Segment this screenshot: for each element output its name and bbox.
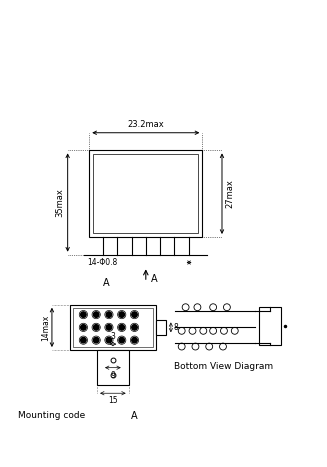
Text: 14max: 14max [41, 314, 50, 340]
Text: Bottom View Diagram: Bottom View Diagram [174, 362, 273, 371]
Text: 35max: 35max [56, 188, 65, 217]
Bar [70, 305, 156, 350]
Text: 8: 8 [174, 323, 179, 332]
Circle shape [119, 325, 125, 330]
Circle shape [81, 312, 86, 318]
Text: Mounting code: Mounting code [18, 411, 85, 420]
Circle shape [132, 325, 137, 330]
Circle shape [94, 325, 99, 330]
Bar [89, 150, 202, 237]
Circle shape [119, 312, 125, 318]
Text: 23.2max: 23.2max [128, 120, 164, 129]
Circle shape [106, 337, 112, 343]
Bar [259, 307, 281, 345]
Bar [93, 155, 198, 233]
Circle shape [119, 337, 125, 343]
Text: 9: 9 [111, 371, 115, 380]
Text: A: A [103, 278, 109, 288]
Circle shape [132, 337, 137, 343]
Text: 27max: 27max [225, 179, 234, 208]
Circle shape [81, 337, 86, 343]
Text: A: A [130, 411, 137, 421]
Bar [97, 350, 129, 385]
Text: 14-Φ0.8: 14-Φ0.8 [87, 258, 118, 267]
Circle shape [94, 337, 99, 343]
Bar [73, 308, 153, 347]
Circle shape [132, 312, 137, 318]
Bar [156, 319, 166, 335]
Text: 3: 3 [111, 332, 115, 341]
Text: A: A [151, 274, 157, 284]
Circle shape [81, 325, 86, 330]
Text: 15: 15 [108, 396, 118, 405]
Circle shape [94, 312, 99, 318]
Circle shape [106, 312, 112, 318]
Circle shape [106, 325, 112, 330]
